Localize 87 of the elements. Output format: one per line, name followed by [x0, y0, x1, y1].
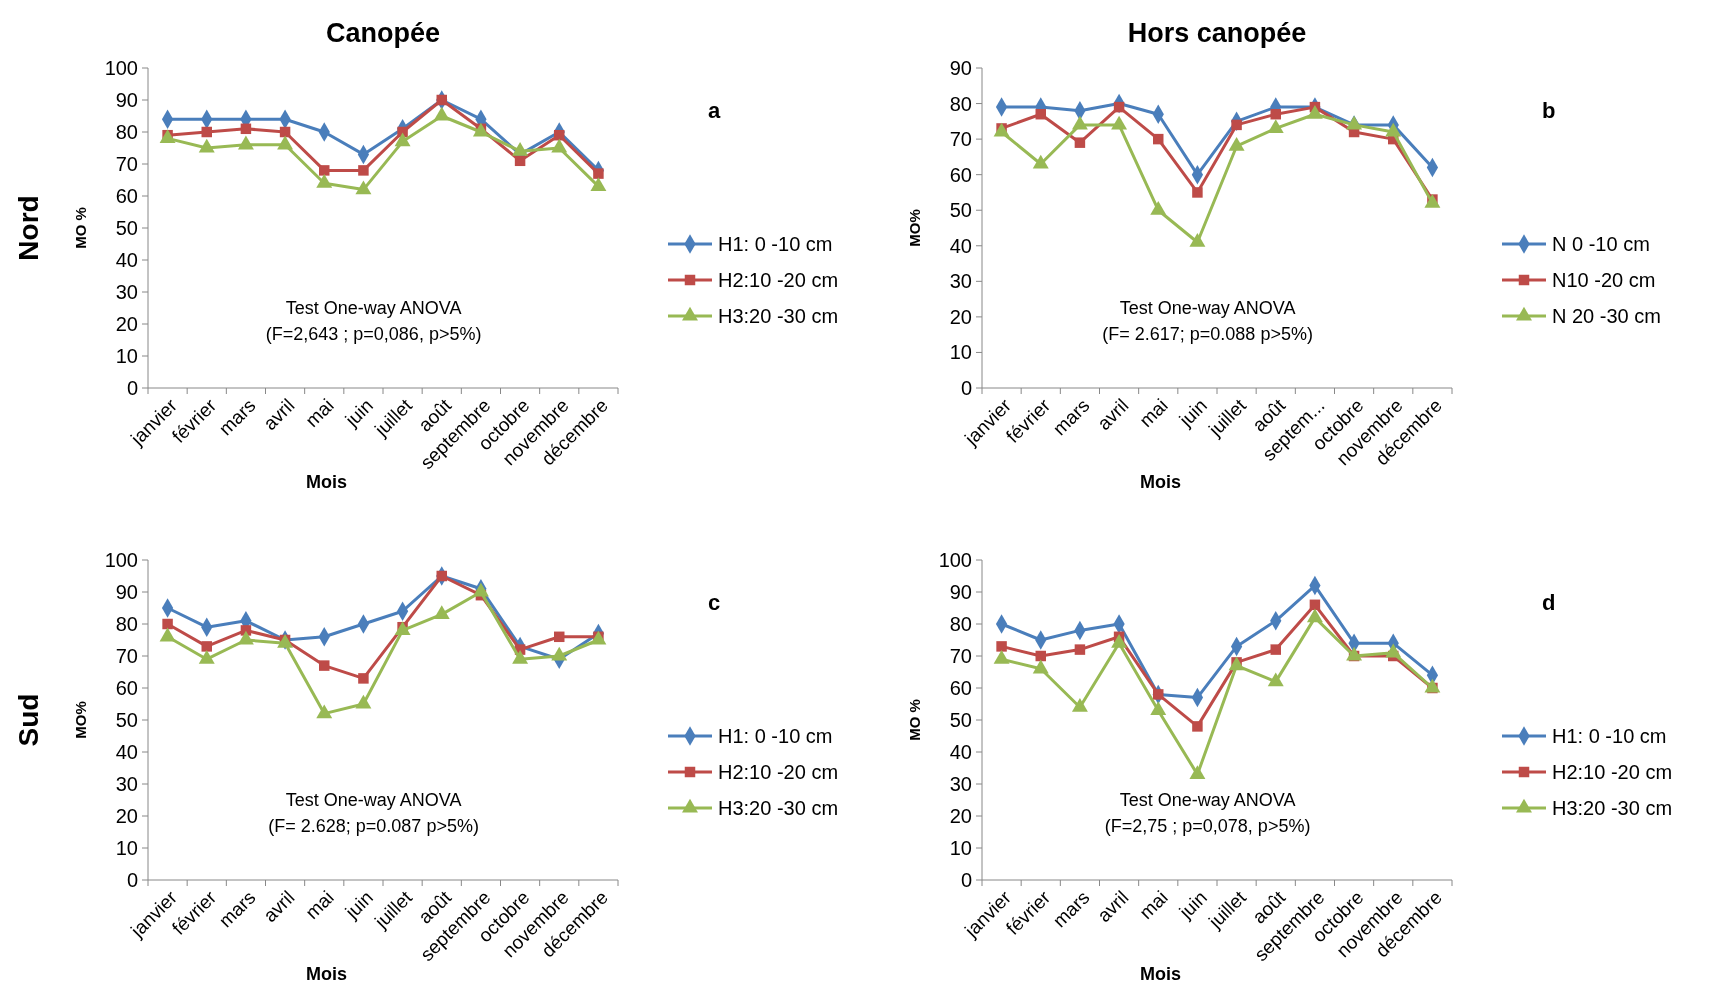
x-tick-label: avril [259, 886, 299, 927]
y-tick-label: 10 [115, 345, 138, 367]
y-tick-label: 30 [115, 281, 138, 303]
text: b [1542, 98, 1556, 123]
y-axis-title: MO% [72, 701, 89, 739]
y-tick-label: 0 [960, 377, 972, 399]
text: d [1542, 590, 1556, 615]
y-tick-label: 20 [949, 805, 972, 827]
legend-label: H3:20 -30 cm [718, 305, 839, 327]
y-tick-label: 20 [949, 305, 972, 328]
legend-label: H2:10 -20 cm [1552, 761, 1673, 783]
y-axis-title: MO % [906, 699, 923, 741]
legend-label: H1: 0 -10 cm [718, 725, 833, 747]
y-tick-label: 60 [949, 163, 972, 186]
y-tick-label: 50 [115, 709, 138, 731]
y-tick-label: 20 [115, 805, 138, 827]
y-tick-label: 90 [115, 581, 138, 603]
annotation: Test One-way ANOVA [1119, 790, 1296, 811]
x-tick-label: mai [1135, 886, 1172, 924]
annotation: (F=2,643 ; p=0,086, p>5%) [265, 324, 482, 345]
legend-label: N 0 -10 cm [1552, 233, 1650, 255]
chart-title: Hors canopée [1127, 18, 1307, 48]
y-tick-label: 60 [115, 677, 138, 699]
y-tick-label: 90 [949, 581, 972, 603]
y-tick-label: 10 [115, 837, 138, 859]
y-tick-label: 60 [949, 677, 972, 699]
x-axis-title: Mois [306, 472, 348, 492]
annotation: Test One-way ANOVA [1119, 298, 1296, 319]
y-tick-label: 50 [949, 709, 972, 731]
y-axis-title: MO% [906, 209, 923, 247]
y-tick-label: 70 [949, 128, 972, 151]
legend-label: H3:20 -30 cm [1552, 797, 1673, 819]
legend-label: H1: 0 -10 cm [1552, 725, 1667, 747]
y-tick-label: 30 [949, 773, 972, 795]
x-tick-label: mai [301, 394, 338, 432]
legend-label: H2:10 -20 cm [718, 761, 839, 783]
x-tick-label: avril [1093, 886, 1133, 927]
x-tick-label: avril [1093, 394, 1133, 435]
legend-label: N 20 -30 cm [1552, 305, 1661, 327]
text: c [708, 590, 721, 615]
text: Nord [13, 195, 44, 261]
y-tick-label: 30 [949, 270, 972, 293]
y-tick-label: 100 [104, 549, 138, 571]
y-tick-label: 30 [115, 773, 138, 795]
y-tick-label: 50 [949, 199, 972, 222]
annotation: Test One-way ANOVA [285, 298, 462, 319]
y-tick-label: 100 [104, 57, 138, 79]
legend-label: H3:20 -30 cm [718, 797, 839, 819]
chart-title: Canopée [325, 18, 441, 48]
legend-label: H1: 0 -10 cm [718, 233, 833, 255]
y-tick-label: 0 [126, 869, 138, 891]
text: Sud [13, 693, 44, 747]
y-tick-label: 40 [115, 741, 138, 763]
y-tick-label: 70 [115, 645, 138, 667]
y-tick-label: 40 [949, 234, 972, 257]
y-tick-label: 90 [115, 89, 138, 111]
y-tick-label: 80 [949, 613, 972, 635]
y-tick-label: 40 [115, 249, 138, 271]
y-tick-label: 70 [949, 645, 972, 667]
y-tick-label: 20 [115, 313, 138, 335]
y-tick-label: 70 [115, 153, 138, 175]
text: a [708, 98, 721, 123]
y-tick-label: 80 [949, 92, 972, 115]
x-tick-label: mai [1135, 394, 1172, 432]
annotation: (F=2,75 ; p=0,078, p>5%) [1104, 816, 1311, 837]
y-tick-label: 10 [949, 341, 972, 364]
x-axis-title: Mois [1140, 472, 1182, 492]
annotation: (F= 2.628; p=0.087 p>5%) [268, 816, 479, 837]
legend-label: N10 -20 cm [1552, 269, 1656, 291]
annotation: Test One-way ANOVA [285, 790, 462, 811]
y-tick-label: 60 [115, 185, 138, 207]
x-tick-label: mai [301, 886, 338, 924]
y-axis-title: MO % [72, 207, 89, 249]
x-axis-title: Mois [1140, 964, 1182, 984]
x-axis-title: Mois [306, 964, 348, 984]
y-tick-label: 0 [126, 377, 138, 399]
y-tick-label: 50 [115, 217, 138, 239]
y-tick-label: 40 [949, 741, 972, 763]
y-tick-label: 80 [115, 613, 138, 635]
annotation: (F= 2.617; p=0.088 p>5%) [1102, 324, 1313, 345]
y-tick-label: 0 [960, 869, 972, 891]
y-tick-label: 80 [115, 121, 138, 143]
y-tick-label: 90 [949, 57, 972, 79]
legend-label: H2:10 -20 cm [718, 269, 839, 291]
y-tick-label: 10 [949, 837, 972, 859]
y-tick-label: 100 [938, 549, 972, 571]
x-tick-label: avril [259, 394, 299, 435]
